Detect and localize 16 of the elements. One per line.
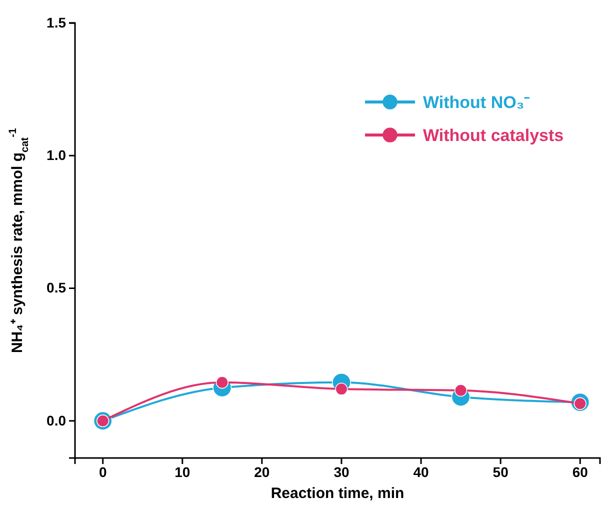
y-tick-label: 0.0: [46, 412, 66, 428]
x-tick-label: 30: [334, 464, 350, 480]
x-tick-label: 10: [174, 464, 190, 480]
x-tick-label: 0: [98, 464, 107, 480]
point: [454, 384, 468, 397]
y-tick-label: 0.5: [46, 280, 66, 296]
x-tick-label: 50: [492, 464, 509, 480]
x-tick-label: 60: [572, 464, 588, 480]
x-tick-label: 40: [413, 464, 430, 480]
y-tick-label: 1.0: [46, 147, 66, 164]
x-tick-label: 20: [254, 464, 270, 480]
x-axis-title: Reaction time, min: [270, 485, 404, 502]
legend-label: Without NO₃⁻: [423, 93, 530, 112]
point: [335, 382, 348, 396]
legend-label: Without catalysts: [423, 126, 564, 145]
y-tick-label: 1.5: [46, 14, 66, 30]
